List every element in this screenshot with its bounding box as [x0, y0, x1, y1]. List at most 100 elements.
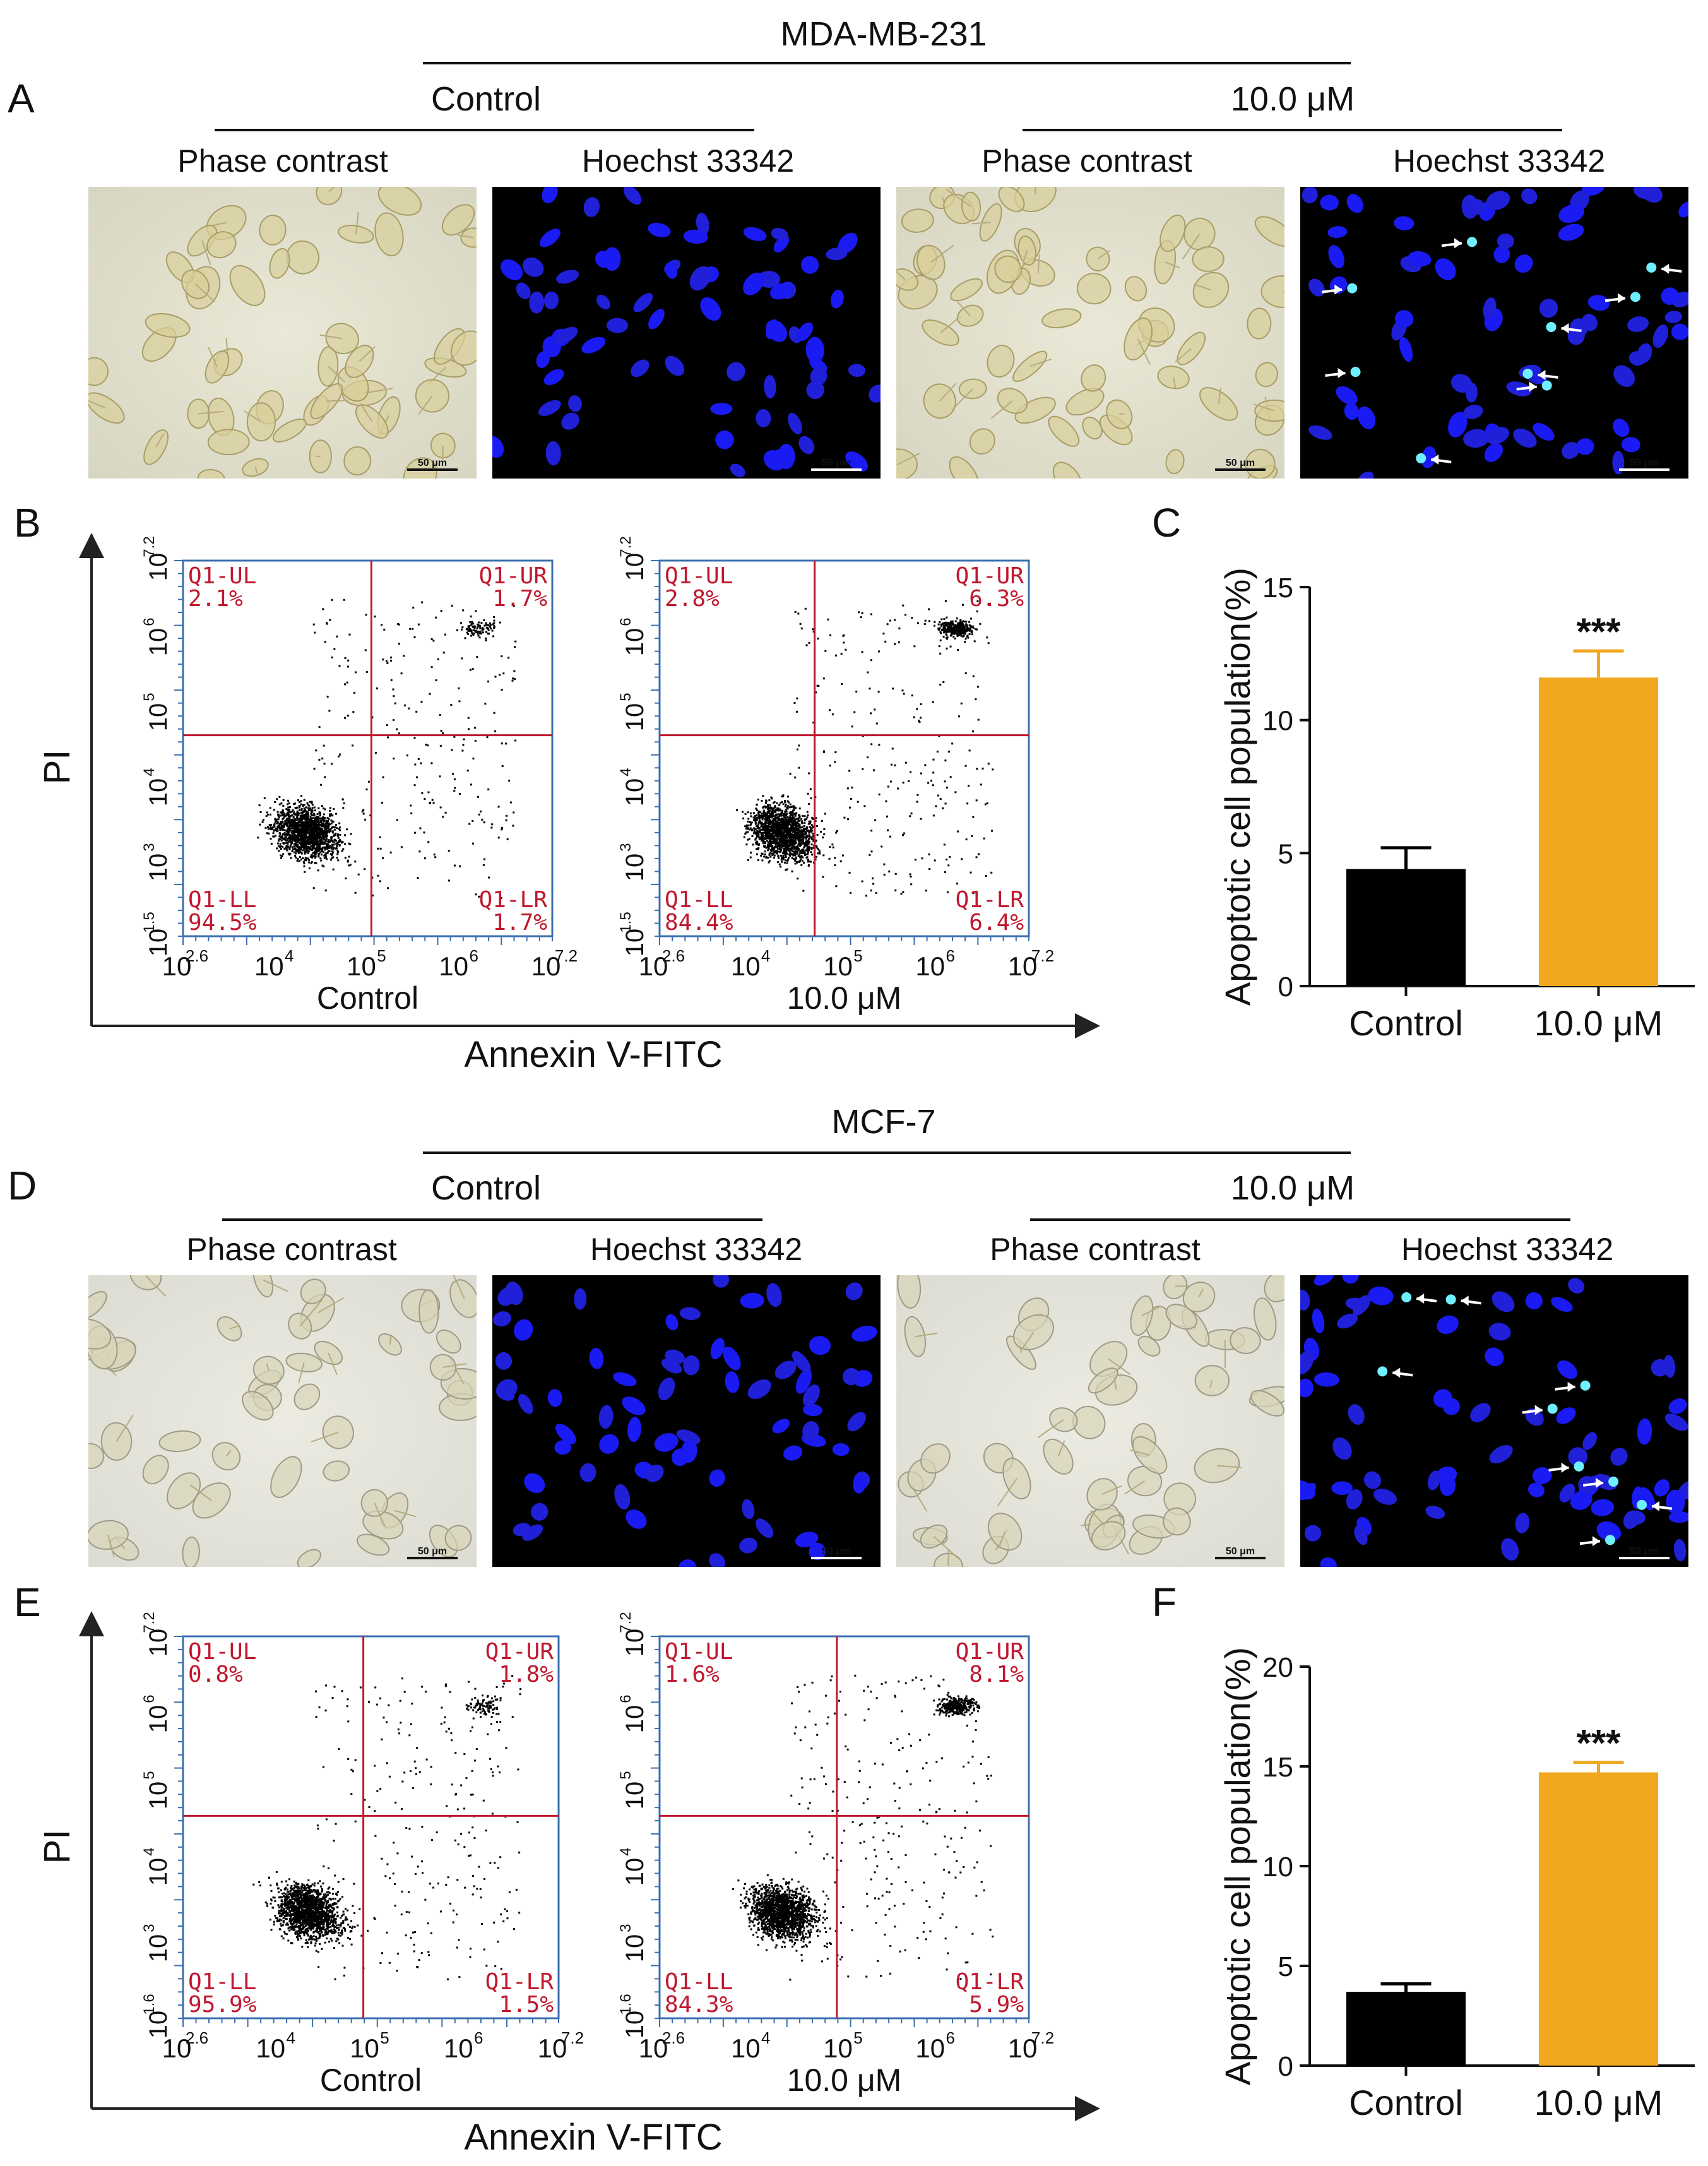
cell-process	[971, 222, 991, 225]
cell-process	[326, 400, 348, 402]
cell-process	[1021, 1331, 1035, 1350]
nucleus	[1528, 1482, 1545, 1497]
apoptotic-nucleus	[1401, 1292, 1412, 1303]
y-tick-exponent: 1.5	[141, 912, 158, 932]
nucleus	[1533, 422, 1555, 441]
x-tick-exponent: 2.6	[662, 946, 685, 965]
apoptotic-nucleus	[1541, 380, 1552, 391]
arrowhead-icon	[1561, 323, 1569, 334]
significance-marker: ***	[1576, 1722, 1621, 1764]
cell-process	[317, 1297, 344, 1314]
nucleus	[1587, 295, 1610, 311]
hoechst-image-treated	[1300, 187, 1688, 479]
cell-process	[299, 1299, 323, 1327]
nucleus	[556, 270, 579, 284]
x-tick-exponent: 7.2	[1031, 946, 1054, 965]
y-tick-label: 10	[1262, 1852, 1293, 1883]
nucleus	[1668, 1511, 1688, 1523]
nucleus	[772, 1419, 790, 1434]
cell	[1254, 399, 1284, 422]
cell-process	[374, 1503, 386, 1527]
row-b: B PI Annexin V-FITC Q1-UL2.1%Q1-UR1.7%Q1…	[14, 500, 1695, 1075]
cell-process	[1101, 1485, 1122, 1495]
cell-process	[896, 270, 906, 280]
cell-process	[229, 1325, 239, 1330]
x-tick-label: Control	[1349, 2083, 1463, 2122]
nucleus	[1488, 1323, 1511, 1341]
plot-frame	[182, 559, 554, 937]
nucleus	[1596, 1521, 1622, 1542]
quadrant-ur-label: Q1-UR	[956, 1639, 1024, 1665]
y-tick-exponent: 5	[617, 1771, 634, 1779]
x-tick-exponent: 5	[853, 946, 862, 965]
nucleus	[1582, 1432, 1597, 1450]
cell-process	[1141, 1306, 1161, 1316]
nucleus	[1320, 194, 1339, 211]
cell-process	[418, 395, 433, 415]
nucleus	[747, 1379, 771, 1400]
cell-process	[998, 1531, 1006, 1549]
row-a: A MDA-MB-231 Control 10.0 μM Phase contr…	[8, 15, 1688, 479]
y-tick-label: 10	[145, 628, 172, 657]
quadrant-ll-value: 94.5%	[188, 910, 257, 936]
cell	[1081, 364, 1106, 392]
cell	[451, 330, 477, 366]
quadrant-ur-label: Q1-UR	[479, 563, 548, 589]
quadrant-ul-label: Q1-UL	[188, 1639, 256, 1665]
y-tick-label: 10	[145, 1858, 172, 1886]
quadrant-lr-label: Q1-LR	[479, 887, 548, 913]
y-axis-title: Apoptotic cell population(%)	[1218, 1647, 1257, 2085]
nucleus	[1395, 310, 1414, 328]
nucleus	[543, 369, 564, 386]
nucleus	[1336, 386, 1358, 405]
nucleus	[756, 1518, 774, 1538]
nucleus	[516, 282, 531, 299]
nucleus	[1346, 194, 1363, 213]
nucleus	[1486, 427, 1510, 444]
cell	[270, 1456, 302, 1498]
nucleus	[1348, 1404, 1365, 1425]
channel-label: Phase contrast	[177, 143, 388, 179]
nucleus	[1484, 443, 1503, 462]
x-tick-exponent: 4	[287, 2028, 295, 2047]
nucleus	[679, 1307, 701, 1320]
y-tick-label: 10	[621, 628, 649, 657]
cell	[158, 1430, 201, 1453]
group-title-control: Control	[431, 1169, 541, 1207]
nucleus	[1469, 199, 1486, 215]
cell	[901, 208, 934, 233]
cell-process	[311, 1431, 339, 1443]
nucleus	[1515, 1513, 1530, 1533]
nucleus	[1559, 1484, 1575, 1503]
x-tick-label: 10	[350, 2033, 379, 2063]
cell	[377, 187, 422, 216]
cell	[1072, 1405, 1106, 1439]
scale-bar-label: 50 μm	[822, 458, 851, 468]
x-tick-exponent: 5	[380, 2028, 389, 2047]
arrowhead-icon	[1392, 1367, 1401, 1378]
group-title-treated: 10.0 μM	[1231, 80, 1355, 118]
arrowhead-icon	[1431, 454, 1439, 465]
significance-marker: ***	[1576, 610, 1621, 653]
y-tick-exponent: 4	[617, 768, 634, 776]
quadrant-ll-label: Q1-LL	[665, 887, 733, 913]
cell-process	[1029, 358, 1052, 367]
nucleus	[1613, 419, 1630, 437]
y-tick-exponent: 5	[141, 693, 158, 701]
apoptotic-nucleus	[1547, 1403, 1558, 1414]
nucleus	[1568, 1447, 1588, 1467]
cell-process	[298, 1362, 305, 1383]
nucleus	[514, 1319, 533, 1341]
cell	[242, 1391, 274, 1421]
row-e: E PI Annexin V-FITC Q1-UL0.8%Q1-UR1.8%Q1…	[14, 1580, 1695, 2158]
nucleus	[1331, 1481, 1353, 1496]
x-axis-title: Annexin V-FITC	[464, 1034, 722, 1075]
nucleus	[805, 336, 824, 363]
nucleus	[676, 1429, 701, 1444]
nucleus	[1525, 1292, 1543, 1310]
cell	[1247, 307, 1272, 340]
nucleus	[1568, 1278, 1585, 1294]
nucleus	[1344, 402, 1359, 420]
nucleus	[723, 1347, 741, 1371]
nucleus	[802, 1421, 819, 1441]
